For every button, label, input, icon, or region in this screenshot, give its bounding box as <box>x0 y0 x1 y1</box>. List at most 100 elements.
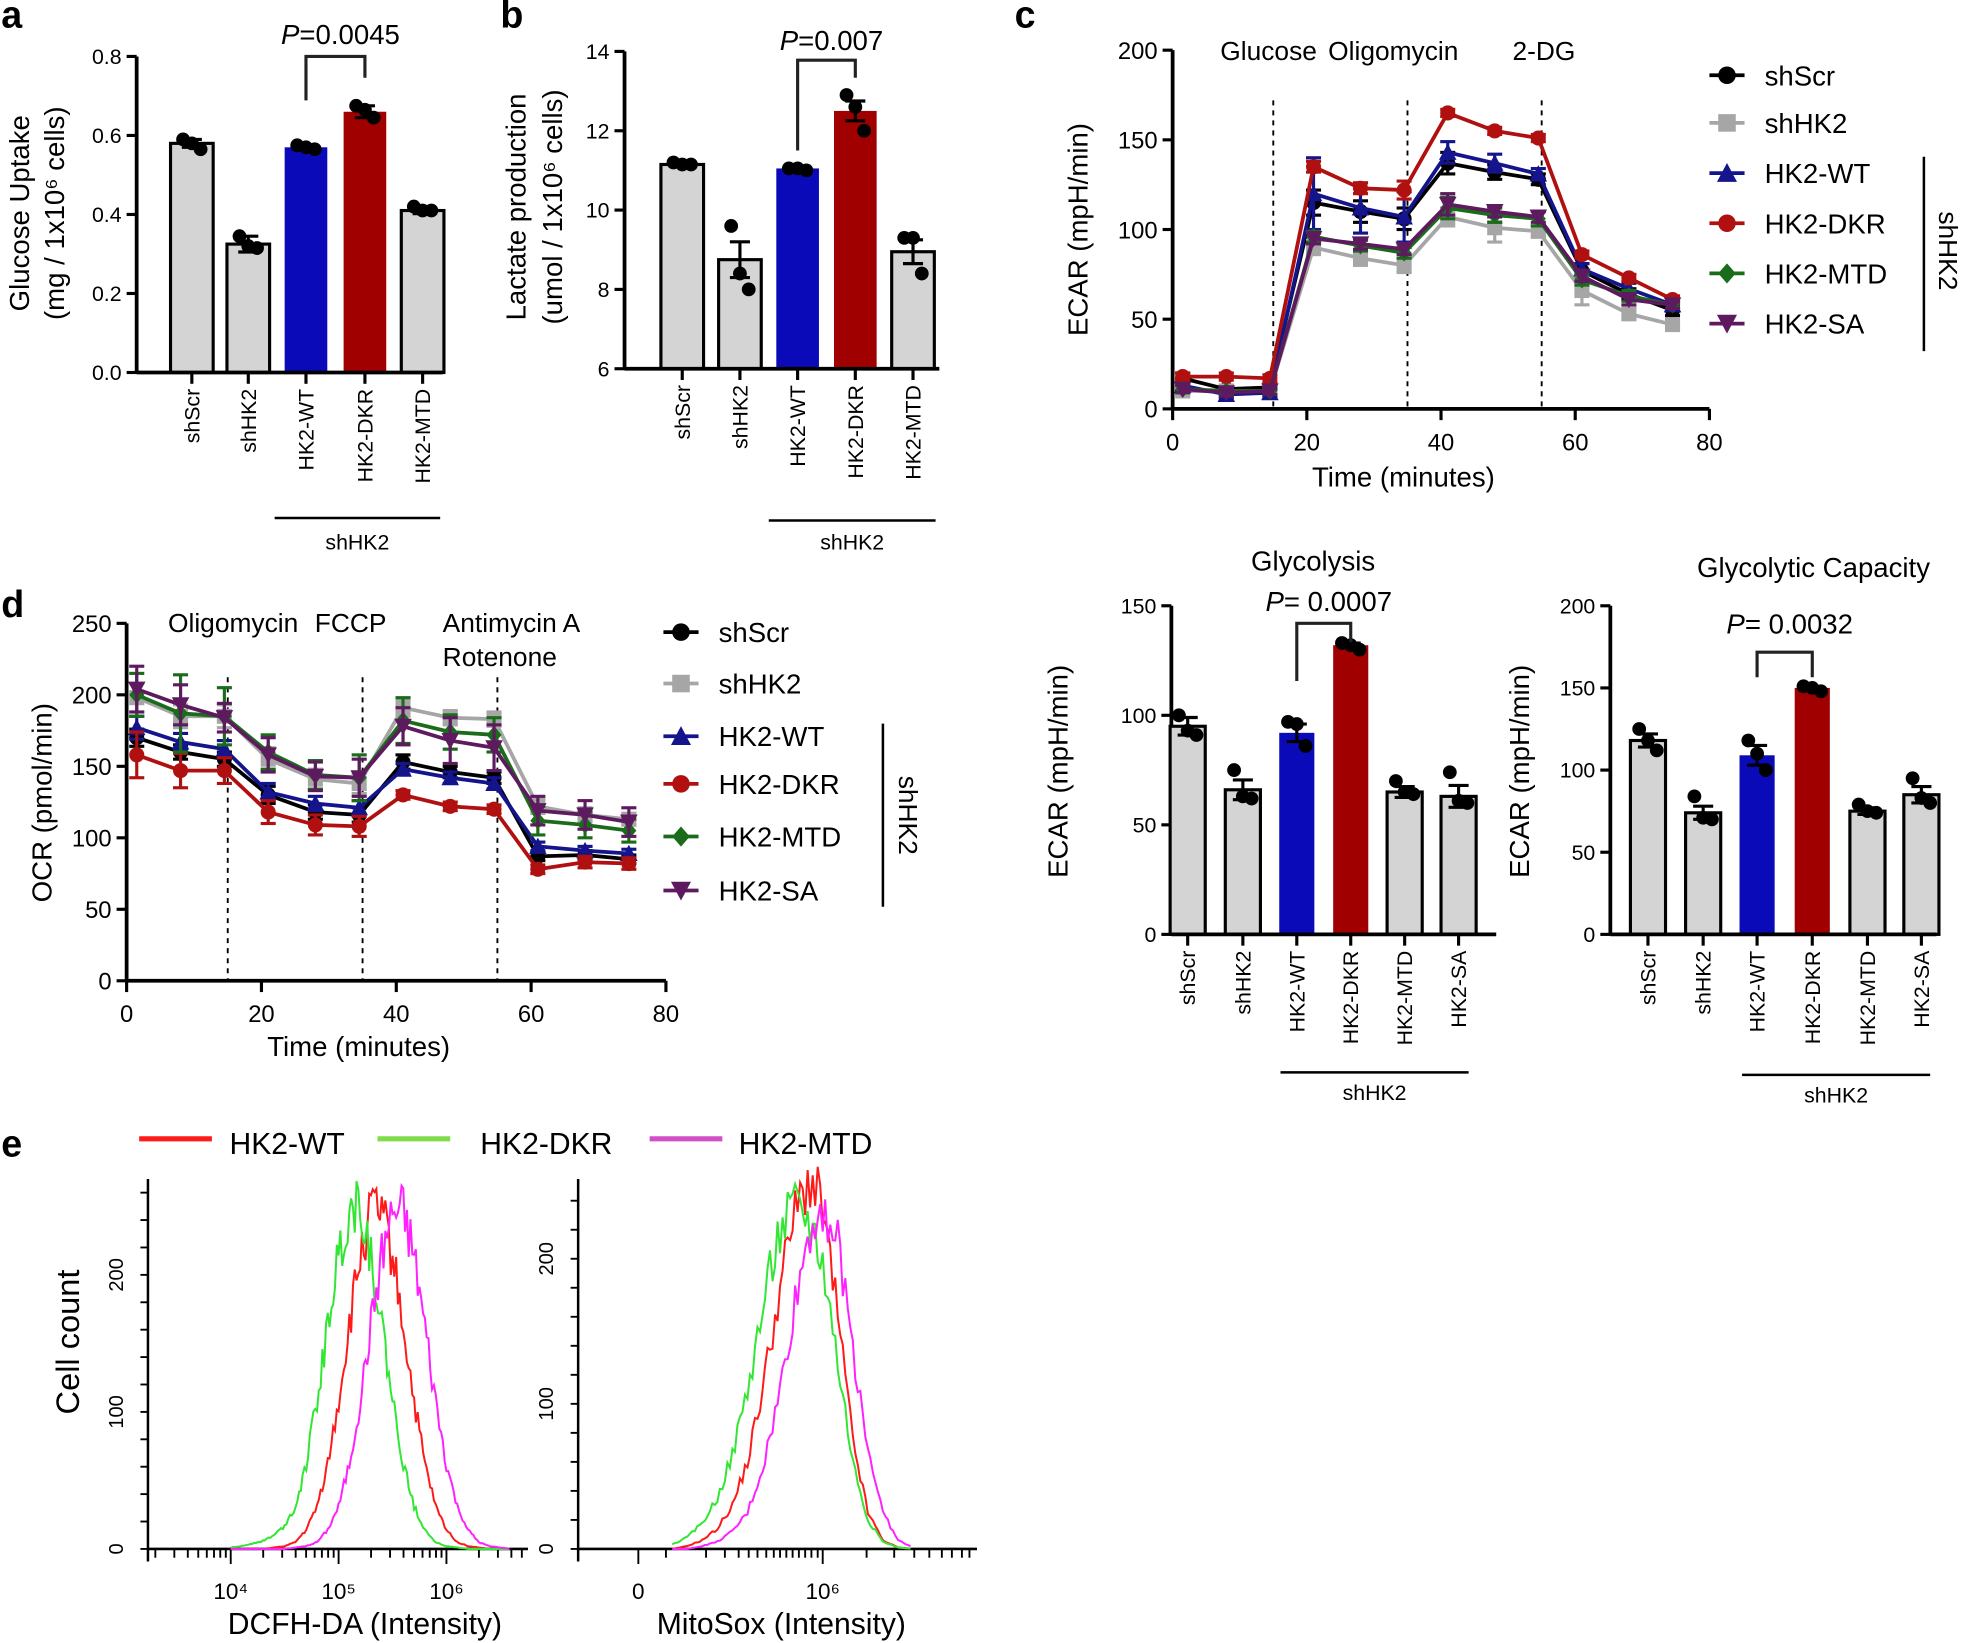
series-line <box>1182 110 1674 381</box>
y-tick-label: 0 <box>536 1543 558 1554</box>
y-tick-label: 100 <box>72 826 112 853</box>
data-point <box>914 266 929 281</box>
category-label: shHK2 <box>728 385 752 449</box>
y-tick-label: 0 <box>1144 923 1156 947</box>
data-point <box>684 157 698 172</box>
series-HK2-SA <box>1173 192 1682 402</box>
marker-diamond <box>672 826 690 847</box>
bar-HK2-DKR <box>1333 645 1369 935</box>
bar-HK2-MTD <box>399 208 446 375</box>
y-tick-label: 0 <box>1583 923 1595 947</box>
marker-triangle-down <box>1217 385 1236 402</box>
y-axis-label: (mg / 1x10⁶ cells) <box>39 106 70 320</box>
category-label: shScr <box>1636 951 1660 1005</box>
histogram-HK2-MTD <box>672 1199 911 1550</box>
y-tick-label: 150 <box>72 754 112 781</box>
data-point <box>358 102 372 117</box>
marker-triangle-down <box>1173 381 1192 398</box>
bar-chart-a: Glucose Uptake (mg / 1x10⁶ cells) 0.0 0.2 0.… <box>4 19 446 554</box>
marker-triangle-down <box>394 718 412 736</box>
marker-triangle-down <box>127 681 146 698</box>
y-tick-label: 14 <box>586 40 610 64</box>
bar-HK2-WT <box>1279 732 1315 935</box>
data-point <box>307 142 322 157</box>
marker-circle <box>1440 105 1456 121</box>
p-symbol: P <box>1266 586 1285 617</box>
marker-triangle-down <box>441 733 459 750</box>
data-point <box>1687 789 1702 804</box>
histogram-e2: MitoSox (Intensity) 0 100 200 0 10⁶ <box>536 1166 977 1641</box>
bar-shHK2 <box>1684 811 1723 936</box>
marker-circle <box>1574 247 1590 263</box>
marker-triangle-up <box>259 783 277 800</box>
x-axis-label: DCFH-DA (Intensity) <box>228 1608 502 1641</box>
line-chart-c: ECAR (mpH/min) Time (minutes) Glucose Oligo… <box>1062 36 1963 492</box>
legend-label: HK2-WT <box>229 1128 344 1161</box>
category-label: shScr <box>180 389 204 443</box>
bar-shScr <box>659 162 706 371</box>
series-HK2-DKR <box>1175 105 1681 386</box>
y-tick-label: 0.4 <box>92 203 122 227</box>
legend-label: HK2-WT <box>1765 158 1871 189</box>
data-point <box>1227 763 1241 777</box>
y-axis-label: Glucose Uptake <box>4 115 35 311</box>
significance-bracket <box>304 54 367 101</box>
marker-circle <box>307 817 323 833</box>
marker-square <box>1664 317 1681 333</box>
x-tick-label: 10⁴ <box>213 1579 248 1604</box>
y-axis-label: ECAR (mpH/min) <box>1504 665 1535 878</box>
p-value-label: P= 0.0032 <box>1726 608 1853 639</box>
chart-title: Glycolysis <box>1251 546 1375 577</box>
p-symbol: P <box>1726 608 1745 639</box>
p-value-label: P=0.007 <box>780 25 884 56</box>
data-point <box>724 219 739 233</box>
legend-label: shScr <box>719 617 790 648</box>
series-shScr <box>1175 150 1681 397</box>
p-value: =0.0045 <box>299 19 399 50</box>
p-value: =0.007 <box>798 25 883 56</box>
x-tick-label: 60 <box>1562 429 1589 456</box>
bar-chart-b: Lactate production (umol / 1x10⁶ cells) 6 8… <box>500 25 940 554</box>
histogram-HK2-WT <box>672 1166 911 1550</box>
data-point <box>1905 771 1920 786</box>
x-axis-label: Time (minutes) <box>1312 462 1495 493</box>
y-tick-label: 0 <box>106 1543 128 1554</box>
series-line <box>136 725 629 856</box>
significance-bracket <box>1295 621 1353 682</box>
y-tick-label: 0.0 <box>92 361 122 385</box>
panel-letter-a: a <box>1 0 23 36</box>
marker-triangle-up <box>1716 163 1738 182</box>
bar-shScr <box>1168 724 1207 936</box>
y-tick-label: 50 <box>1572 841 1596 865</box>
panel-letter-d: d <box>1 583 24 625</box>
p-value: = 0.0007 <box>1284 586 1392 617</box>
category-label: HK2-WT <box>1746 951 1770 1033</box>
data-point <box>232 229 247 244</box>
data-point <box>906 230 920 245</box>
marker-square <box>1352 250 1369 266</box>
marker-circle <box>216 763 232 779</box>
data-point <box>857 123 871 138</box>
marker-diamond <box>1718 263 1736 284</box>
series-HK2-WT <box>127 714 638 862</box>
bar-HK2-WT <box>776 168 819 369</box>
y-tick-label: 100 <box>1118 217 1158 244</box>
data-point <box>1632 722 1647 736</box>
data-point <box>1649 743 1664 758</box>
marker-triangle-down <box>1351 236 1370 253</box>
marker-circle <box>129 747 145 763</box>
data-point <box>1172 708 1186 723</box>
marker-triangle-down <box>1485 204 1504 221</box>
marker-triangle-up <box>1529 165 1548 182</box>
histogram-HK2-WT <box>230 1185 510 1550</box>
legend-label: HK2-MTD <box>739 1128 873 1161</box>
marker-circle <box>351 818 367 834</box>
legend-label: HK2-MTD <box>719 822 842 853</box>
injection-label: Oligomycin <box>1328 36 1458 66</box>
data-point <box>1298 739 1313 753</box>
marker-triangle-down <box>1620 291 1638 309</box>
group-label: shHK2 <box>1804 1083 1868 1107</box>
marker-circle <box>1396 182 1412 198</box>
marker-circle <box>395 787 411 803</box>
x-tick-label: 10⁵ <box>321 1579 355 1604</box>
